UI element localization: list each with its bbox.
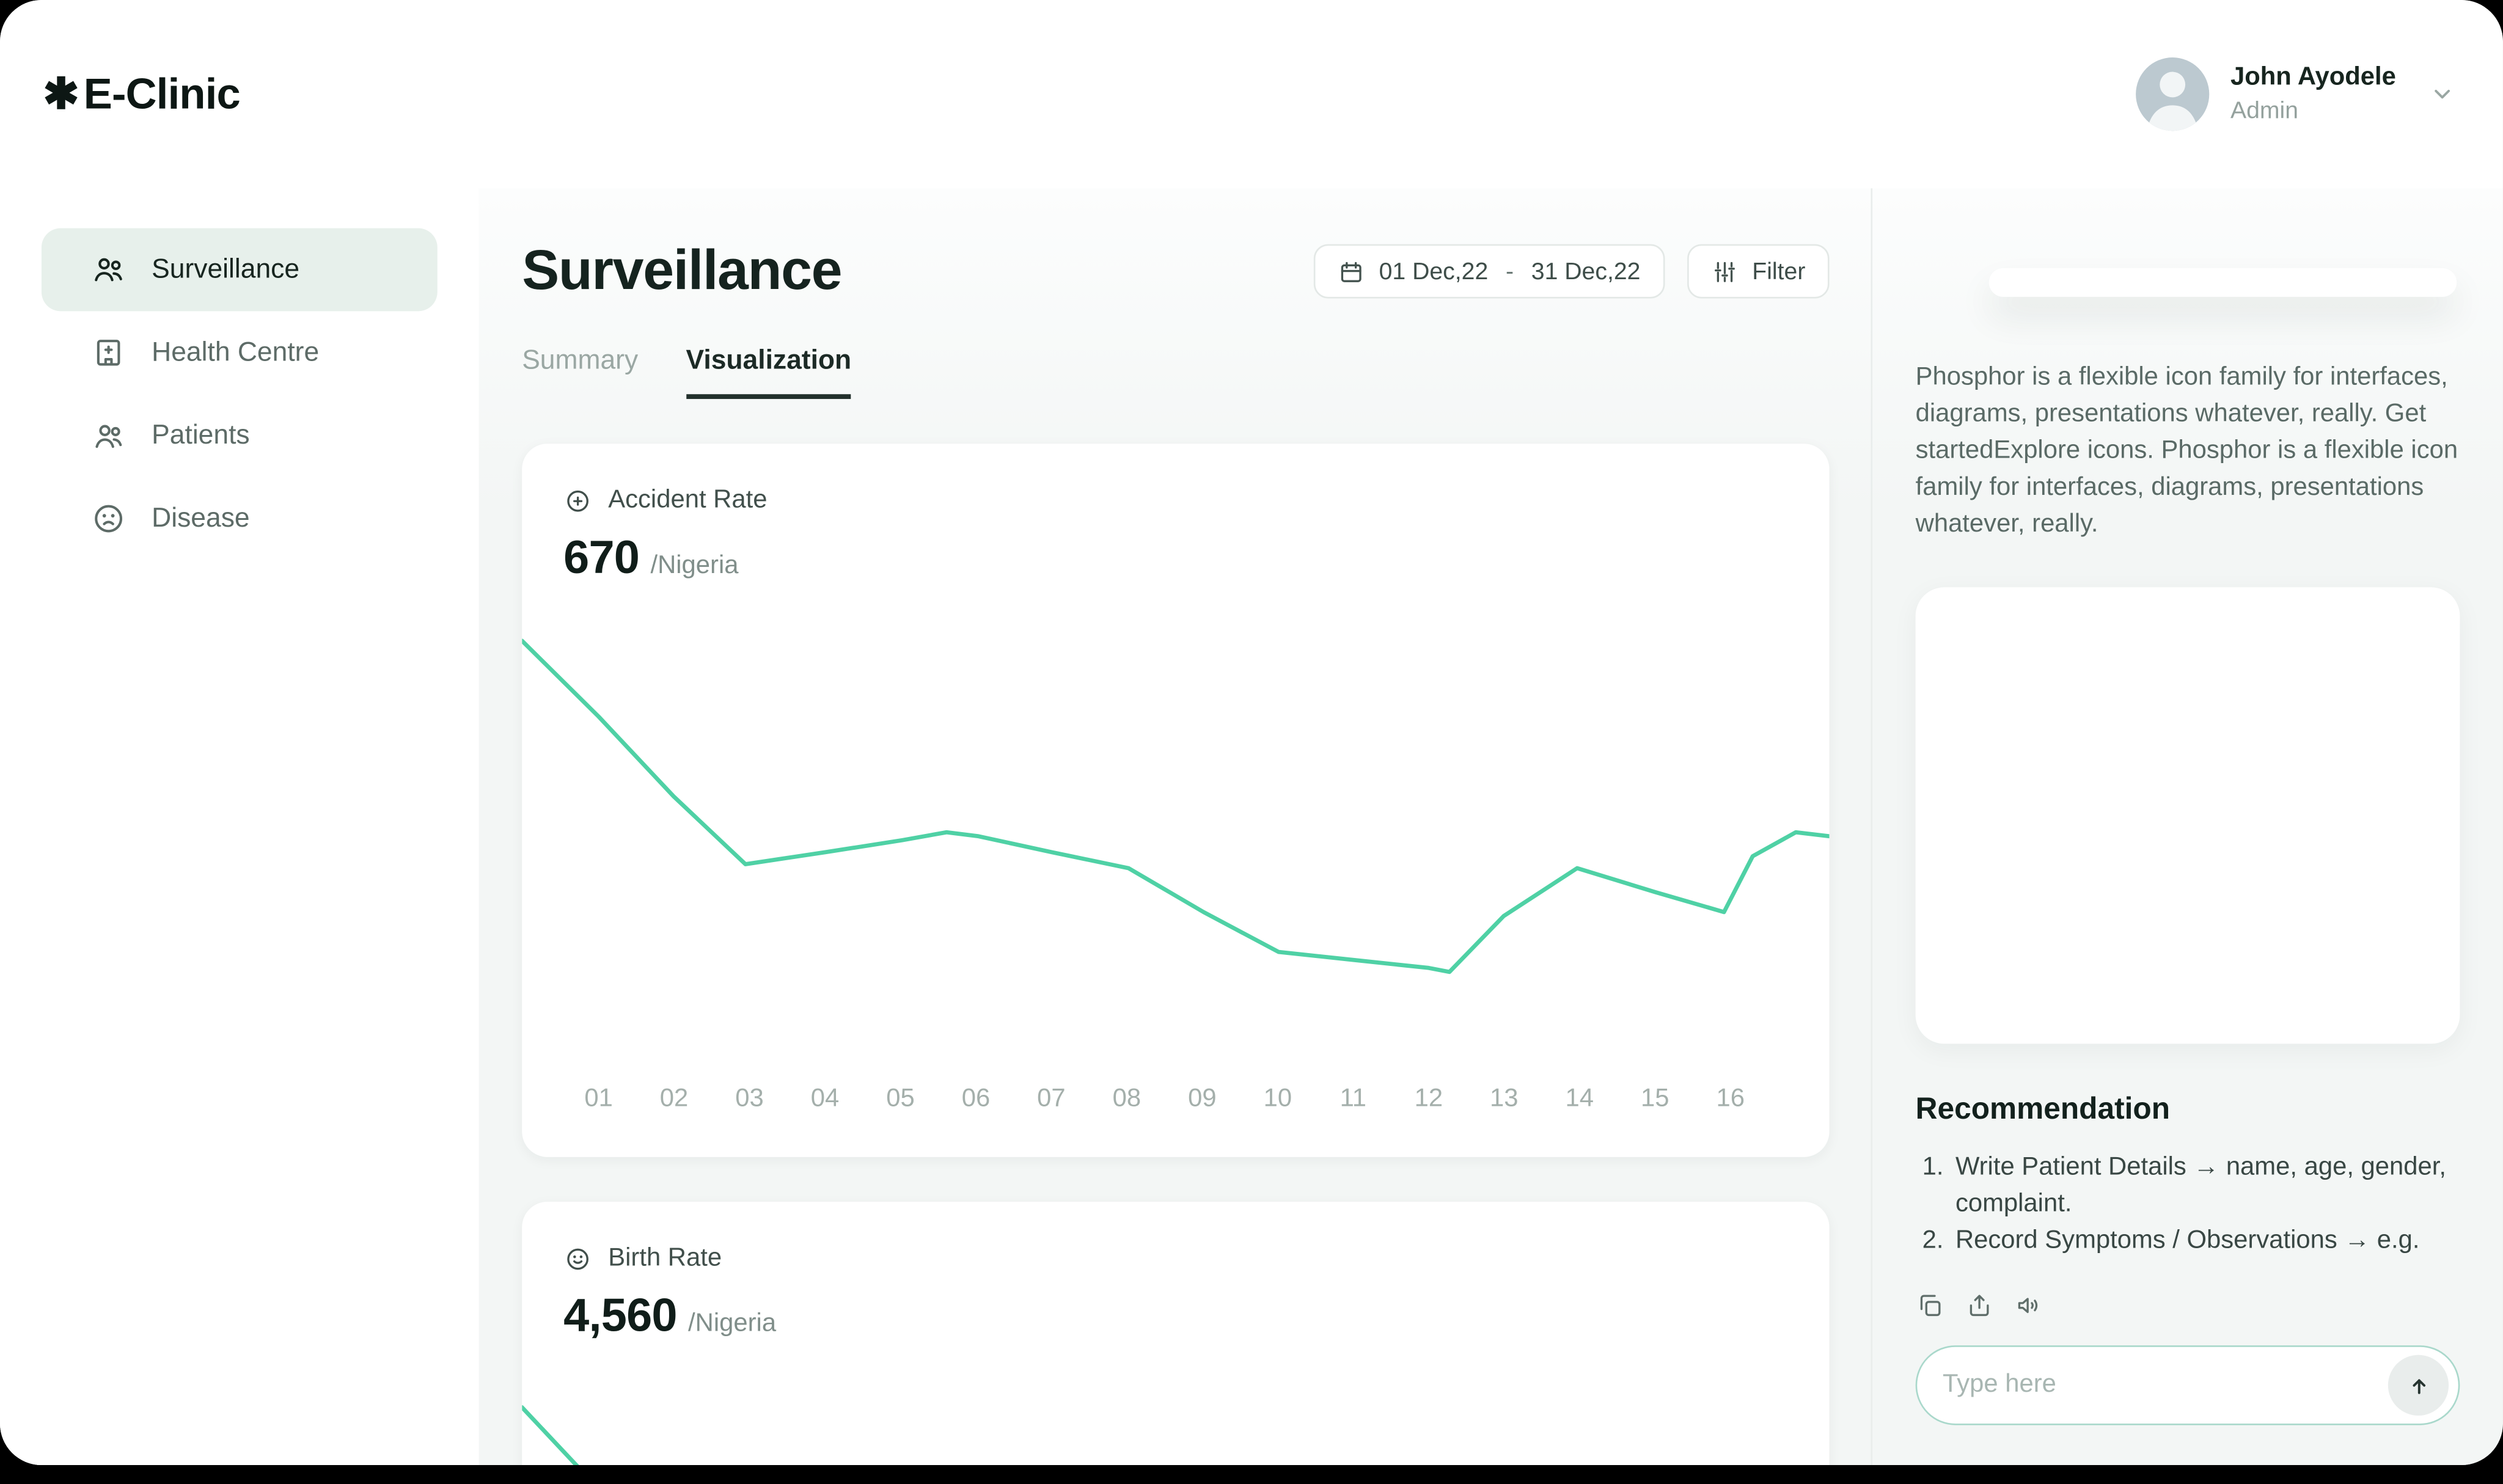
card-title: Accident Rate: [608, 486, 768, 514]
hospital-icon: [91, 335, 126, 370]
x-axis-label: 02: [659, 1085, 689, 1113]
sidebar-item-health-centre[interactable]: Health Centre: [42, 311, 438, 394]
user-name: John Ayodele: [2230, 64, 2396, 91]
birth-rate-card: Birth Rate 4,560 /Nigeria: [522, 1201, 1830, 1465]
asterisk-logo-icon: ✱: [43, 69, 79, 117]
x-axis-label: 09: [1188, 1085, 1217, 1113]
calendar-icon: [1338, 258, 1365, 285]
card-label: Birth Rate: [563, 1245, 1788, 1274]
birth-rate-value: 4,560: [563, 1291, 677, 1342]
sidebar-item-label: Health Centre: [152, 337, 320, 367]
chevron-down-icon[interactable]: [2430, 81, 2455, 107]
date-separator: -: [1505, 257, 1514, 285]
accident-rate-unit: /Nigeria: [650, 552, 739, 580]
filter-sliders-icon: [1710, 258, 1737, 285]
assistant-image-card: [1915, 587, 2460, 1044]
tab-visualization[interactable]: Visualization: [686, 345, 852, 400]
accident-rate-chart: [522, 621, 1830, 1044]
app-logo-text: E-Clinic: [83, 69, 241, 117]
sidebar-item-disease[interactable]: Disease: [42, 477, 438, 560]
copy-icon[interactable]: [1916, 1291, 1944, 1320]
birth-rate-chart: [522, 1379, 1829, 1465]
sidebar-item-label: Surveillance: [152, 254, 300, 284]
sidebar-item-patients[interactable]: Patients: [42, 394, 438, 477]
recommendation-list: Write Patient Details → name, age, gende…: [1916, 1149, 2460, 1259]
x-axis-label: 16: [1716, 1085, 1745, 1113]
sidebar-item-label: Disease: [152, 502, 250, 533]
assistant-panel: Phosphor is a flexible icon family for i…: [1871, 188, 2502, 1465]
recommendation-item: Record Symptoms / Observations → e.g.: [1951, 1223, 2460, 1259]
x-axis-label: 15: [1640, 1085, 1669, 1113]
x-axis-label: 12: [1414, 1085, 1443, 1113]
card-title: Birth Rate: [608, 1245, 722, 1272]
x-axis-label: 07: [1037, 1085, 1066, 1113]
arrow-up-icon: [2405, 1372, 2432, 1398]
card-head: Accident Rate 670 /Nigeria: [522, 487, 1829, 586]
accident-rate-card: Accident Rate 670 /Nigeria 01 02 03 04 05 06 0…: [522, 444, 1830, 1157]
x-axis: 01 02 03 04 05 06 07 08 09 10 11 12 13 14 15 16: [522, 1085, 1829, 1114]
chat-input[interactable]: [1943, 1370, 2388, 1400]
sidebar-item-label: Patients: [152, 420, 250, 450]
main-column: Surveillance 01 Dec,22 - 31 Dec,22: [479, 188, 1871, 1465]
x-axis-label: 10: [1263, 1085, 1292, 1113]
tab-summary[interactable]: Summary: [522, 345, 639, 375]
top-header: ✱ E-Clinic John Ayodele Admin: [0, 0, 2503, 189]
user-menu[interactable]: John Ayodele Admin: [2136, 57, 2455, 131]
recommendation-title: Recommendation: [1915, 1093, 2171, 1127]
x-axis-label: 14: [1565, 1085, 1594, 1113]
title-row: Surveillance 01 Dec,22 - 31 Dec,22: [522, 239, 1830, 303]
x-axis-label: 03: [735, 1085, 764, 1113]
card-value: 670 /Nigeria: [563, 533, 1788, 585]
x-axis-label: 05: [886, 1085, 915, 1113]
content-area: Surveillance Health Centre Patients: [0, 188, 2503, 1465]
share-icon[interactable]: [1965, 1291, 1994, 1320]
filter-label: Filter: [1752, 257, 1806, 285]
sidebar: Surveillance Health Centre Patients: [0, 188, 479, 1465]
disease-face-icon: [91, 501, 126, 536]
send-button[interactable]: [2388, 1354, 2449, 1416]
user-text: John Ayodele Admin: [2230, 64, 2396, 124]
x-axis-label: 08: [1112, 1085, 1142, 1113]
avatar: [2136, 57, 2210, 131]
date-range-button[interactable]: 01 Dec,22 - 31 Dec,22: [1313, 244, 1665, 299]
circle-plus-icon: [563, 487, 592, 516]
surveillance-users-icon: [91, 252, 126, 287]
collapsed-card-edge: [1988, 268, 2457, 297]
patients-icon: [91, 418, 126, 453]
recommendation-item: Write Patient Details → name, age, gende…: [1951, 1149, 2460, 1223]
card-value: 4,560 /Nigeria: [563, 1291, 1788, 1343]
smiley-icon: [563, 1245, 592, 1274]
sidebar-item-surveillance[interactable]: Surveillance: [41, 228, 438, 312]
app-logo[interactable]: ✱ E-Clinic: [43, 69, 241, 119]
card-head: Birth Rate 4,560 /Nigeria: [522, 1245, 1829, 1344]
chat-input-row: [1915, 1345, 2460, 1425]
page-title: Surveillance: [522, 239, 842, 302]
x-axis-label: 11: [1339, 1085, 1367, 1113]
speaker-icon[interactable]: [2015, 1291, 2043, 1320]
tabs: Summary Visualization: [522, 345, 1829, 400]
x-axis-label: 01: [584, 1085, 613, 1113]
title-actions: 01 Dec,22 - 31 Dec,22 Filter: [1313, 244, 1830, 299]
x-axis-label: 04: [810, 1085, 840, 1113]
assistant-description: Phosphor is a flexible icon family for i…: [1915, 364, 2458, 538]
accident-rate-value: 670: [563, 533, 640, 585]
card-label: Accident Rate: [563, 487, 1788, 516]
date-start: 01 Dec,22: [1379, 257, 1489, 285]
user-role: Admin: [2230, 97, 2299, 125]
date-end: 31 Dec,22: [1531, 257, 1641, 285]
x-axis-label: 13: [1490, 1085, 1519, 1113]
birth-rate-unit: /Nigeria: [688, 1310, 777, 1338]
filter-button[interactable]: Filter: [1687, 244, 1830, 299]
x-axis-label: 06: [961, 1085, 991, 1113]
message-actions: [1916, 1291, 2460, 1320]
